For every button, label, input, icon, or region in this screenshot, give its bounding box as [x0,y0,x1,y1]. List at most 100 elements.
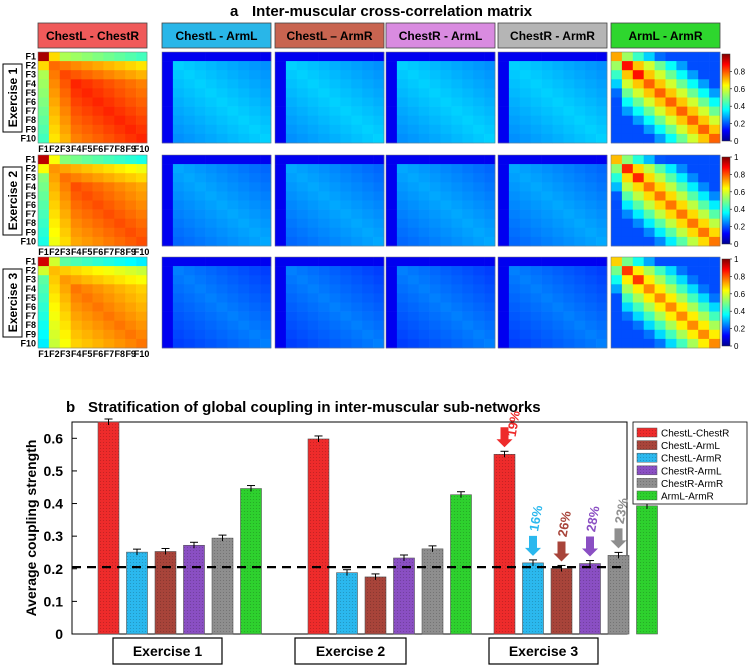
heatmap-cell [307,257,319,267]
heatmap-cell [418,155,430,165]
heatmap-cell [386,164,398,174]
heatmap-cell [48,218,61,229]
freq-label-y: F3 [25,275,36,285]
heatmap-cell [92,164,104,174]
heatmap-cell [508,311,521,321]
heatmap-cell [183,124,195,135]
heatmap-cell [205,173,217,183]
freq-label-x: F8 [115,349,126,359]
heatmap-cell [216,218,228,229]
pair-header-label: ChestL – ArmR [286,29,372,43]
heatmap-cell [307,266,319,276]
heatmap-cell [38,275,50,285]
pair-header-label: ChestR - ArmR [510,29,595,43]
colorbar-tick-label: 0.6 [734,290,746,299]
heatmap-cell [519,209,531,219]
heatmap-cell [386,88,398,98]
heatmap-cell [396,79,409,89]
exercise-label-box [2,63,23,133]
heatmap-cell [59,329,71,340]
heatmap-cell [92,106,104,116]
heatmap-cell [260,70,272,80]
heatmap-cell [611,302,623,312]
heatmap-cell [698,191,710,201]
bar [636,502,658,635]
heatmap-cell [318,275,330,285]
heatmap-cell [329,329,341,340]
freq-label-x: F1 [38,247,49,257]
heatmap-cell [676,302,688,312]
heatmap-frame [610,154,721,247]
heatmap-cell [92,275,104,285]
heatmap-cell [574,218,586,229]
heatmap-cell [596,209,608,219]
heatmap-cell [48,79,61,89]
heatmap-cell [643,275,655,285]
heatmap-cell [429,329,441,340]
heatmap-cell [386,191,398,201]
heatmap-cell [407,266,419,276]
heatmap-cell [407,164,419,174]
heatmap-cell [114,320,126,331]
heatmap-cell [386,266,398,276]
heatmap-cell [585,293,597,303]
heatmap-cell [498,257,510,267]
heatmap-cell [285,266,298,276]
colorbar [721,53,731,142]
heatmap-cell [136,133,148,144]
freq-label-x: F2 [49,247,60,257]
legend-swatch-texture [637,491,657,500]
heatmap-cell [238,284,250,294]
heatmap-cell [643,61,655,71]
heatmap-cell [473,115,485,126]
heatmap-cell [194,293,206,303]
heatmap-cell [709,293,721,303]
heatmap-cell [418,302,430,312]
heatmap-cell [440,236,452,247]
heatmap-cell [48,257,61,267]
heatmap-cell [530,106,542,116]
heatmap-cell [473,200,485,210]
heatmap-cell [183,293,195,303]
heatmap-cell [451,236,463,247]
heatmap-cell [611,155,623,165]
heatmap-cell [596,79,608,89]
heatmap-cell [396,133,409,144]
heatmap-cell [216,182,228,192]
heatmap-cell [340,164,352,174]
heatmap-cell [373,70,385,80]
heatmap-cell [473,227,485,238]
freq-label-y: F6 [25,97,36,107]
heatmap-cell [81,124,93,135]
heatmap-cell [92,155,104,165]
heatmap-cell [563,209,575,219]
heatmap-cell [59,338,71,349]
heatmap-cell [125,293,137,303]
heatmap-cell [59,133,71,144]
heatmap-cell [59,182,71,192]
annotation-text: 28% [583,504,602,533]
annotation: 23% [610,496,631,549]
heatmap-cell [429,106,441,116]
heatmap-cell [508,97,521,107]
heatmap-cell [275,227,287,238]
heatmap-cell [38,302,50,312]
heatmap-cell [396,257,409,267]
heatmap-cell [407,191,419,201]
heatmap-cell [373,218,385,229]
heatmap-cell [585,88,597,98]
heatmap-cell [136,257,148,267]
heatmap-cell [48,236,61,247]
heatmap-cell [440,284,452,294]
heatmap-cell [530,124,542,135]
heatmap-cell [194,257,206,267]
heatmap-cell [351,329,363,340]
heatmap-cell [329,70,341,80]
heatmap-cell [611,329,623,340]
heatmap-cell [552,266,564,276]
heatmap-cell [340,79,352,89]
heatmap-cell [429,209,441,219]
heatmap-cell [574,302,586,312]
heatmap-cell [70,88,82,98]
heatmap-cell [687,106,699,116]
